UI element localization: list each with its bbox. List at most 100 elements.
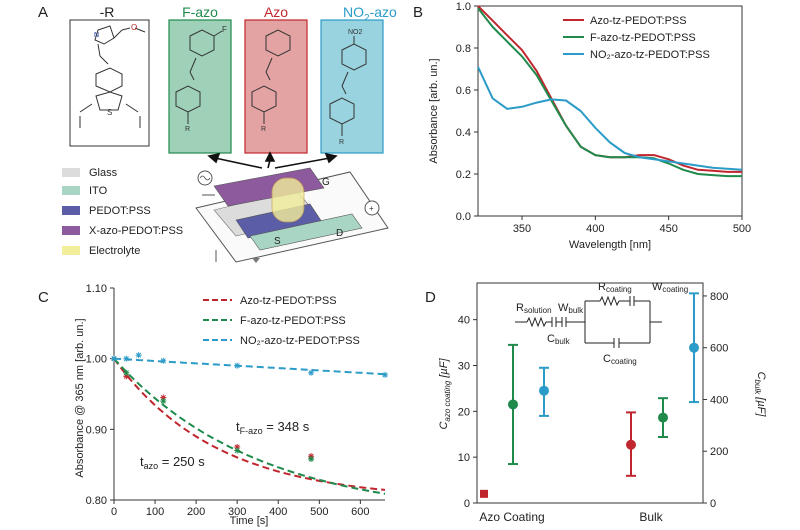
- panel-b-legend-fazo: F-azo-tz-PEDOT:PSS: [590, 32, 696, 44]
- no2-box: [320, 19, 384, 154]
- panel-c-xtick-label: 100: [146, 506, 164, 518]
- panel-d-ytick-right-label: 0: [710, 498, 716, 510]
- panel-d-point-3: [626, 411, 636, 477]
- panel-c-point-2-0: [111, 355, 117, 362]
- label-w-bulk: Wbulk: [558, 302, 584, 315]
- panel-b-series-0: [477, 5, 742, 173]
- panel-b-xlabel: Wavelength [nm]: [569, 239, 651, 251]
- atom-r-azo: R: [261, 126, 266, 133]
- panel-d-ytick-left-label: 10: [458, 452, 470, 464]
- label-r-coating: Rcoating: [598, 281, 632, 294]
- group-fazo-title: F-azo: [182, 4, 218, 20]
- atom-r-no2: R: [339, 139, 344, 146]
- panel-b-legend-no2: NO₂-azo-tz-PEDOT:PSS: [590, 49, 710, 61]
- panel-d-marker-circle: [626, 439, 636, 450]
- fazo-structure: [175, 29, 223, 124]
- label-c-coating: Ccoating: [603, 353, 637, 366]
- panel-b-ytick-label: 0.8: [456, 43, 471, 55]
- panel-d-marker-circle: [689, 342, 699, 353]
- r-group-structure: [79, 25, 146, 128]
- atom-o-label: O: [131, 23, 137, 32]
- legend-swatch-ito: [62, 186, 80, 195]
- legend-label-xazo: X-azo-PEDOT:PSS: [89, 225, 183, 237]
- panel-b-legend: Azo-tz-PEDOT:PSS F-azo-tz-PEDOT:PSS NO₂-…: [563, 15, 710, 61]
- panel-c-legend-no2: NO₂-azo-tz-PEDOT:PSS: [240, 335, 360, 347]
- device-electrolyte: [271, 177, 305, 223]
- panel-c-label: C: [38, 289, 49, 306]
- dc-source-icon: [364, 200, 380, 216]
- panel-b-legend-azo: Azo-tz-PEDOT:PSS: [590, 15, 687, 27]
- ground-icon: [252, 258, 260, 263]
- panel-d-point-2: [539, 366, 549, 417]
- panel-d-label: D: [425, 289, 436, 306]
- group-azo-title: Azo: [264, 4, 288, 20]
- panel-c-ytick-label: 0.90: [86, 424, 107, 436]
- device-g-label: G: [322, 177, 330, 188]
- panel-c-point-2-3: [160, 357, 167, 364]
- panel-c-point-mark: [136, 352, 142, 358]
- atom-n-label: N: [94, 32, 99, 39]
- atom-r-fazo: R: [185, 126, 190, 133]
- panel-c-point-mark: [123, 356, 129, 362]
- panel-c-fit-0: [113, 358, 386, 491]
- panel-c-point-mark: [308, 456, 314, 462]
- panel-d-ylabel-left: Cazo coating [µF]: [438, 358, 452, 430]
- panel-b-series-1: [477, 7, 742, 178]
- equivalent-circuit: [515, 295, 662, 348]
- azo-box: [244, 19, 308, 154]
- panel-c-point-mark: [123, 370, 129, 376]
- panel-d-marker-circle: [539, 385, 549, 396]
- panel-c-xtick-label: 0: [111, 506, 117, 518]
- panel-c-xtick-label: 400: [269, 506, 287, 518]
- panel-d-ytick-right-label: 800: [710, 291, 728, 303]
- panel-b-ticks: 350 400 450 500 0.0 0.2 0.4 0.6 0.8 1.0: [456, 1, 751, 235]
- panel-c-point-2-1: [123, 355, 130, 362]
- panel-c-ytick-label: 1.10: [86, 283, 107, 295]
- panel-c-xtick-label: 200: [187, 506, 205, 518]
- legend-swatch-xazo: [62, 226, 80, 235]
- panel-c-point-mark: [160, 358, 166, 364]
- atom-no2-label: NO2: [348, 29, 363, 36]
- panel-b-xtick-label: 350: [513, 223, 531, 235]
- panel-d-marker-circle: [658, 412, 668, 423]
- r-solution-resistor: [526, 316, 547, 328]
- panel-c-point-mark: [111, 356, 117, 362]
- legend-label-pedot: PEDOT:PSS: [89, 205, 151, 217]
- panel-b-ytick-label: 0.6: [456, 85, 471, 97]
- arrows: [207, 151, 338, 169]
- panel-d-marker-circle: [508, 399, 518, 410]
- panel-c: C 0 100 200 300 400 500 600 0.80 0.90 1.00 1.10 Ti…: [38, 283, 388, 527]
- panel-d-point-0: [480, 489, 488, 498]
- panel-b-xtick-label: 450: [659, 223, 677, 235]
- device-ito: [249, 213, 363, 251]
- panel-c-point-2-6: [382, 371, 388, 378]
- azo-structure: [251, 29, 291, 124]
- legend-swatch-glass: [62, 168, 80, 177]
- panel-b-series-2: [477, 66, 743, 171]
- panel-c-point-mark: [160, 398, 166, 404]
- device-gate: [213, 167, 325, 207]
- panel-c-point-2-4: [234, 362, 241, 369]
- panel-b-ytick-label: 0.2: [456, 169, 471, 181]
- panel-d-point-1: [508, 343, 518, 466]
- panel-d-ytick-right-label: 200: [710, 446, 728, 458]
- panel-c-point-2-2: [135, 352, 142, 359]
- panel-c-xtick-label: 300: [228, 506, 246, 518]
- panel-b-ylabel: Absorbance [arb. un.]: [428, 58, 440, 163]
- svg-text:+: +: [369, 204, 374, 213]
- panel-c-fit-2: [113, 357, 386, 376]
- legend-label-ito: ITO: [89, 185, 108, 197]
- panel-c-legend-fazo: F-azo-tz-PEDOT:PSS: [240, 315, 346, 327]
- panel-c-xtick-label: 600: [351, 506, 369, 518]
- panel-b-xtick-label: 400: [586, 223, 604, 235]
- panel-c-xlabel: Time [s]: [230, 515, 269, 527]
- panel-c-ytick-label: 0.80: [86, 495, 107, 507]
- panel-c-legend: Azo-tz-PEDOT:PSS F-azo-tz-PEDOT:PSS NO₂-…: [203, 295, 360, 347]
- panel-c-point-1-1: [123, 369, 130, 376]
- panel-c-point-mark: [308, 370, 314, 376]
- panel-d-point-4: [658, 397, 668, 438]
- panel-d-ylabel-right: Cbulk [µF]: [753, 372, 767, 418]
- panel-d-point-5: [689, 292, 699, 404]
